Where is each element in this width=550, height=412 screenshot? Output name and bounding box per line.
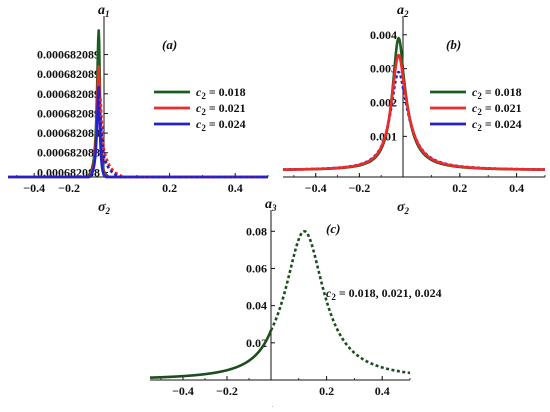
- y-tick-label: 0.000682089: [37, 106, 100, 120]
- x-tick-label: −0.2: [348, 181, 370, 195]
- panel-b: −0.4 −0.2 0.2 0.40.0040.0030.0020.001a2σ2(b…: [282, 3, 546, 216]
- x-tick-label: 0.4: [228, 181, 243, 195]
- y-tick-label: 0.000682088: [37, 126, 100, 140]
- y-tick-label: 0.003: [370, 62, 397, 76]
- x-tick-label: 0.2: [319, 384, 334, 398]
- series-line-c2_0024: [7, 85, 269, 179]
- x-axis-name: σ2: [265, 403, 278, 407]
- x-tick-label: −0.2: [216, 384, 238, 398]
- x-tick-label: 0.2: [162, 181, 177, 195]
- x-tick-label: −0.4: [23, 181, 45, 195]
- x-axis-name: σ2: [98, 200, 111, 216]
- y-axis-name: a1: [98, 3, 110, 19]
- x-tick-label: −0.4: [305, 181, 327, 195]
- y-axis-name: a3: [265, 197, 277, 213]
- series-line-c2_0021: [282, 53, 546, 171]
- panel-label: (a): [162, 37, 177, 52]
- x-axis-name: σ2: [397, 200, 410, 216]
- panel-c: −0.4−0.20.20.40.080.060.040.02a3σ2(c)c2 …: [149, 197, 442, 412]
- x-tick-label: −0.2: [58, 181, 80, 195]
- y-tick-label: 0.000682089: [37, 67, 100, 81]
- legend-entry-label: c2 = 0.024: [472, 117, 522, 133]
- series-line-combined-dashed: [269, 229, 411, 375]
- y-tick-label: 0.08: [246, 224, 267, 238]
- y-tick-label: 0.000682089: [37, 48, 100, 62]
- x-tick-label: 0.2: [452, 181, 467, 195]
- y-axis-name: a2: [397, 3, 409, 19]
- series-line-c2_0024-dashed: [99, 116, 269, 179]
- series-line-combined: [149, 329, 273, 379]
- legend-entry-label: c2 = 0.021: [196, 101, 246, 117]
- legend-entry-label: c2 = 0.021: [472, 101, 522, 117]
- x-tick-label: −0.4: [172, 384, 194, 398]
- y-tick-label: 0.000682088: [37, 146, 100, 160]
- x-tick-label: 0.4: [509, 181, 524, 195]
- y-tick-label: 0.004: [370, 28, 397, 42]
- legend-entry-label: c2 = 0.024: [196, 117, 246, 133]
- legend-entry-label: c2 = 0.018: [196, 85, 246, 101]
- panel-a: −0.4 −0.2 0.2 0.4 0.000682089 0.000682089 0.00…: [7, 3, 269, 216]
- y-tick-label: 0.06: [246, 261, 267, 275]
- legend-entry-label: c2 = 0.018: [472, 85, 522, 101]
- y-tick-label: 0.000682089: [37, 87, 100, 101]
- annotation-label: c2 = 0.018, 0.021, 0.024: [326, 286, 442, 302]
- panel-label: (c): [326, 221, 340, 236]
- y-tick-label: 0.001: [370, 129, 397, 143]
- panel-label: (b): [446, 37, 461, 52]
- y-tick-label: 0.04: [246, 299, 267, 313]
- x-tick-label: 0.4: [375, 384, 390, 398]
